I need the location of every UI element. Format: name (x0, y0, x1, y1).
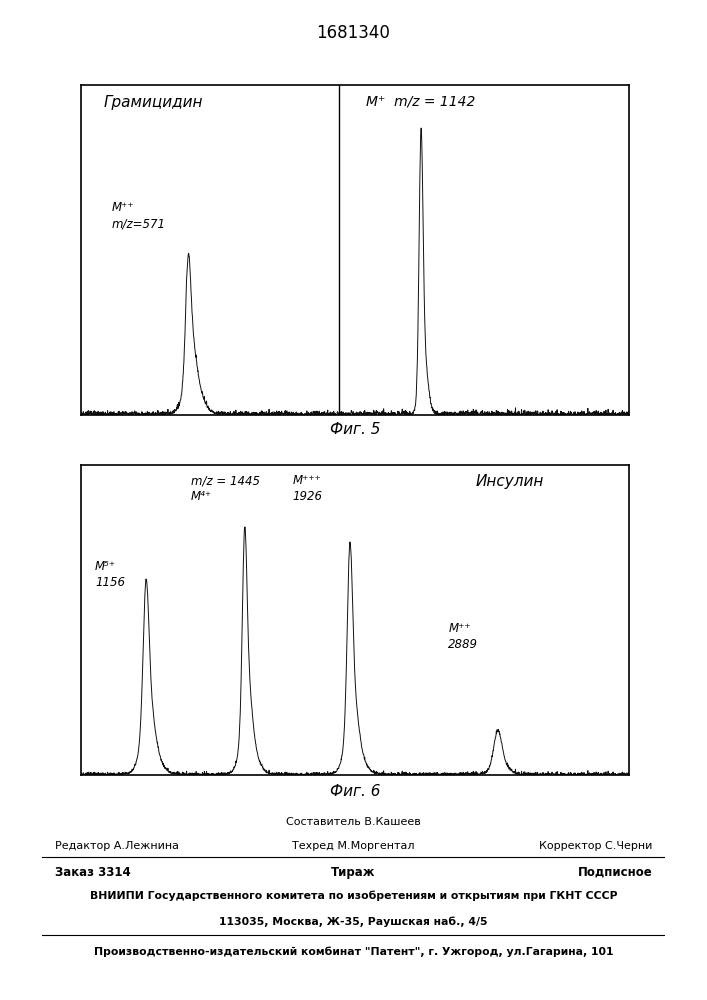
Text: Инсулин: Инсулин (476, 474, 544, 489)
Text: Подписное: Подписное (578, 866, 652, 879)
Text: M⁺  m/z = 1142: M⁺ m/z = 1142 (366, 95, 476, 109)
Text: 113035, Москва, Ж-35, Раушская наб., 4/5: 113035, Москва, Ж-35, Раушская наб., 4/5 (219, 916, 488, 927)
Text: M⁺⁺
m/z=571: M⁺⁺ m/z=571 (112, 201, 165, 230)
Text: Заказ 3314: Заказ 3314 (55, 866, 131, 879)
Text: M⁺⁺
2889: M⁺⁺ 2889 (448, 622, 479, 651)
Text: Корректор С.Черни: Корректор С.Черни (539, 841, 652, 851)
Text: Тираж: Тираж (332, 866, 375, 879)
Text: Техред М.Моргентал: Техред М.Моргентал (292, 841, 415, 851)
Text: Редактор А.Лежнина: Редактор А.Лежнина (55, 841, 179, 851)
Text: M⁵⁺
1156: M⁵⁺ 1156 (95, 560, 125, 589)
Text: Фиг. 5: Фиг. 5 (330, 422, 380, 438)
Text: m/z = 1445
M⁴⁺: m/z = 1445 M⁴⁺ (191, 474, 260, 503)
Text: 1681340: 1681340 (317, 24, 390, 42)
Text: Фиг. 6: Фиг. 6 (330, 784, 380, 800)
Text: ВНИИПИ Государственного комитета по изобретениям и открытиям при ГКНТ СССР: ВНИИПИ Государственного комитета по изоб… (90, 891, 617, 901)
Text: Грамицидин: Грамицидин (103, 95, 203, 110)
Text: Производственно-издательский комбинат "Патент", г. Ужгород, ул.Гагарина, 101: Производственно-издательский комбинат "П… (94, 946, 613, 957)
Text: Составитель В.Кашеев: Составитель В.Кашеев (286, 817, 421, 827)
Text: M⁺⁺⁺
1926: M⁺⁺⁺ 1926 (292, 474, 322, 503)
